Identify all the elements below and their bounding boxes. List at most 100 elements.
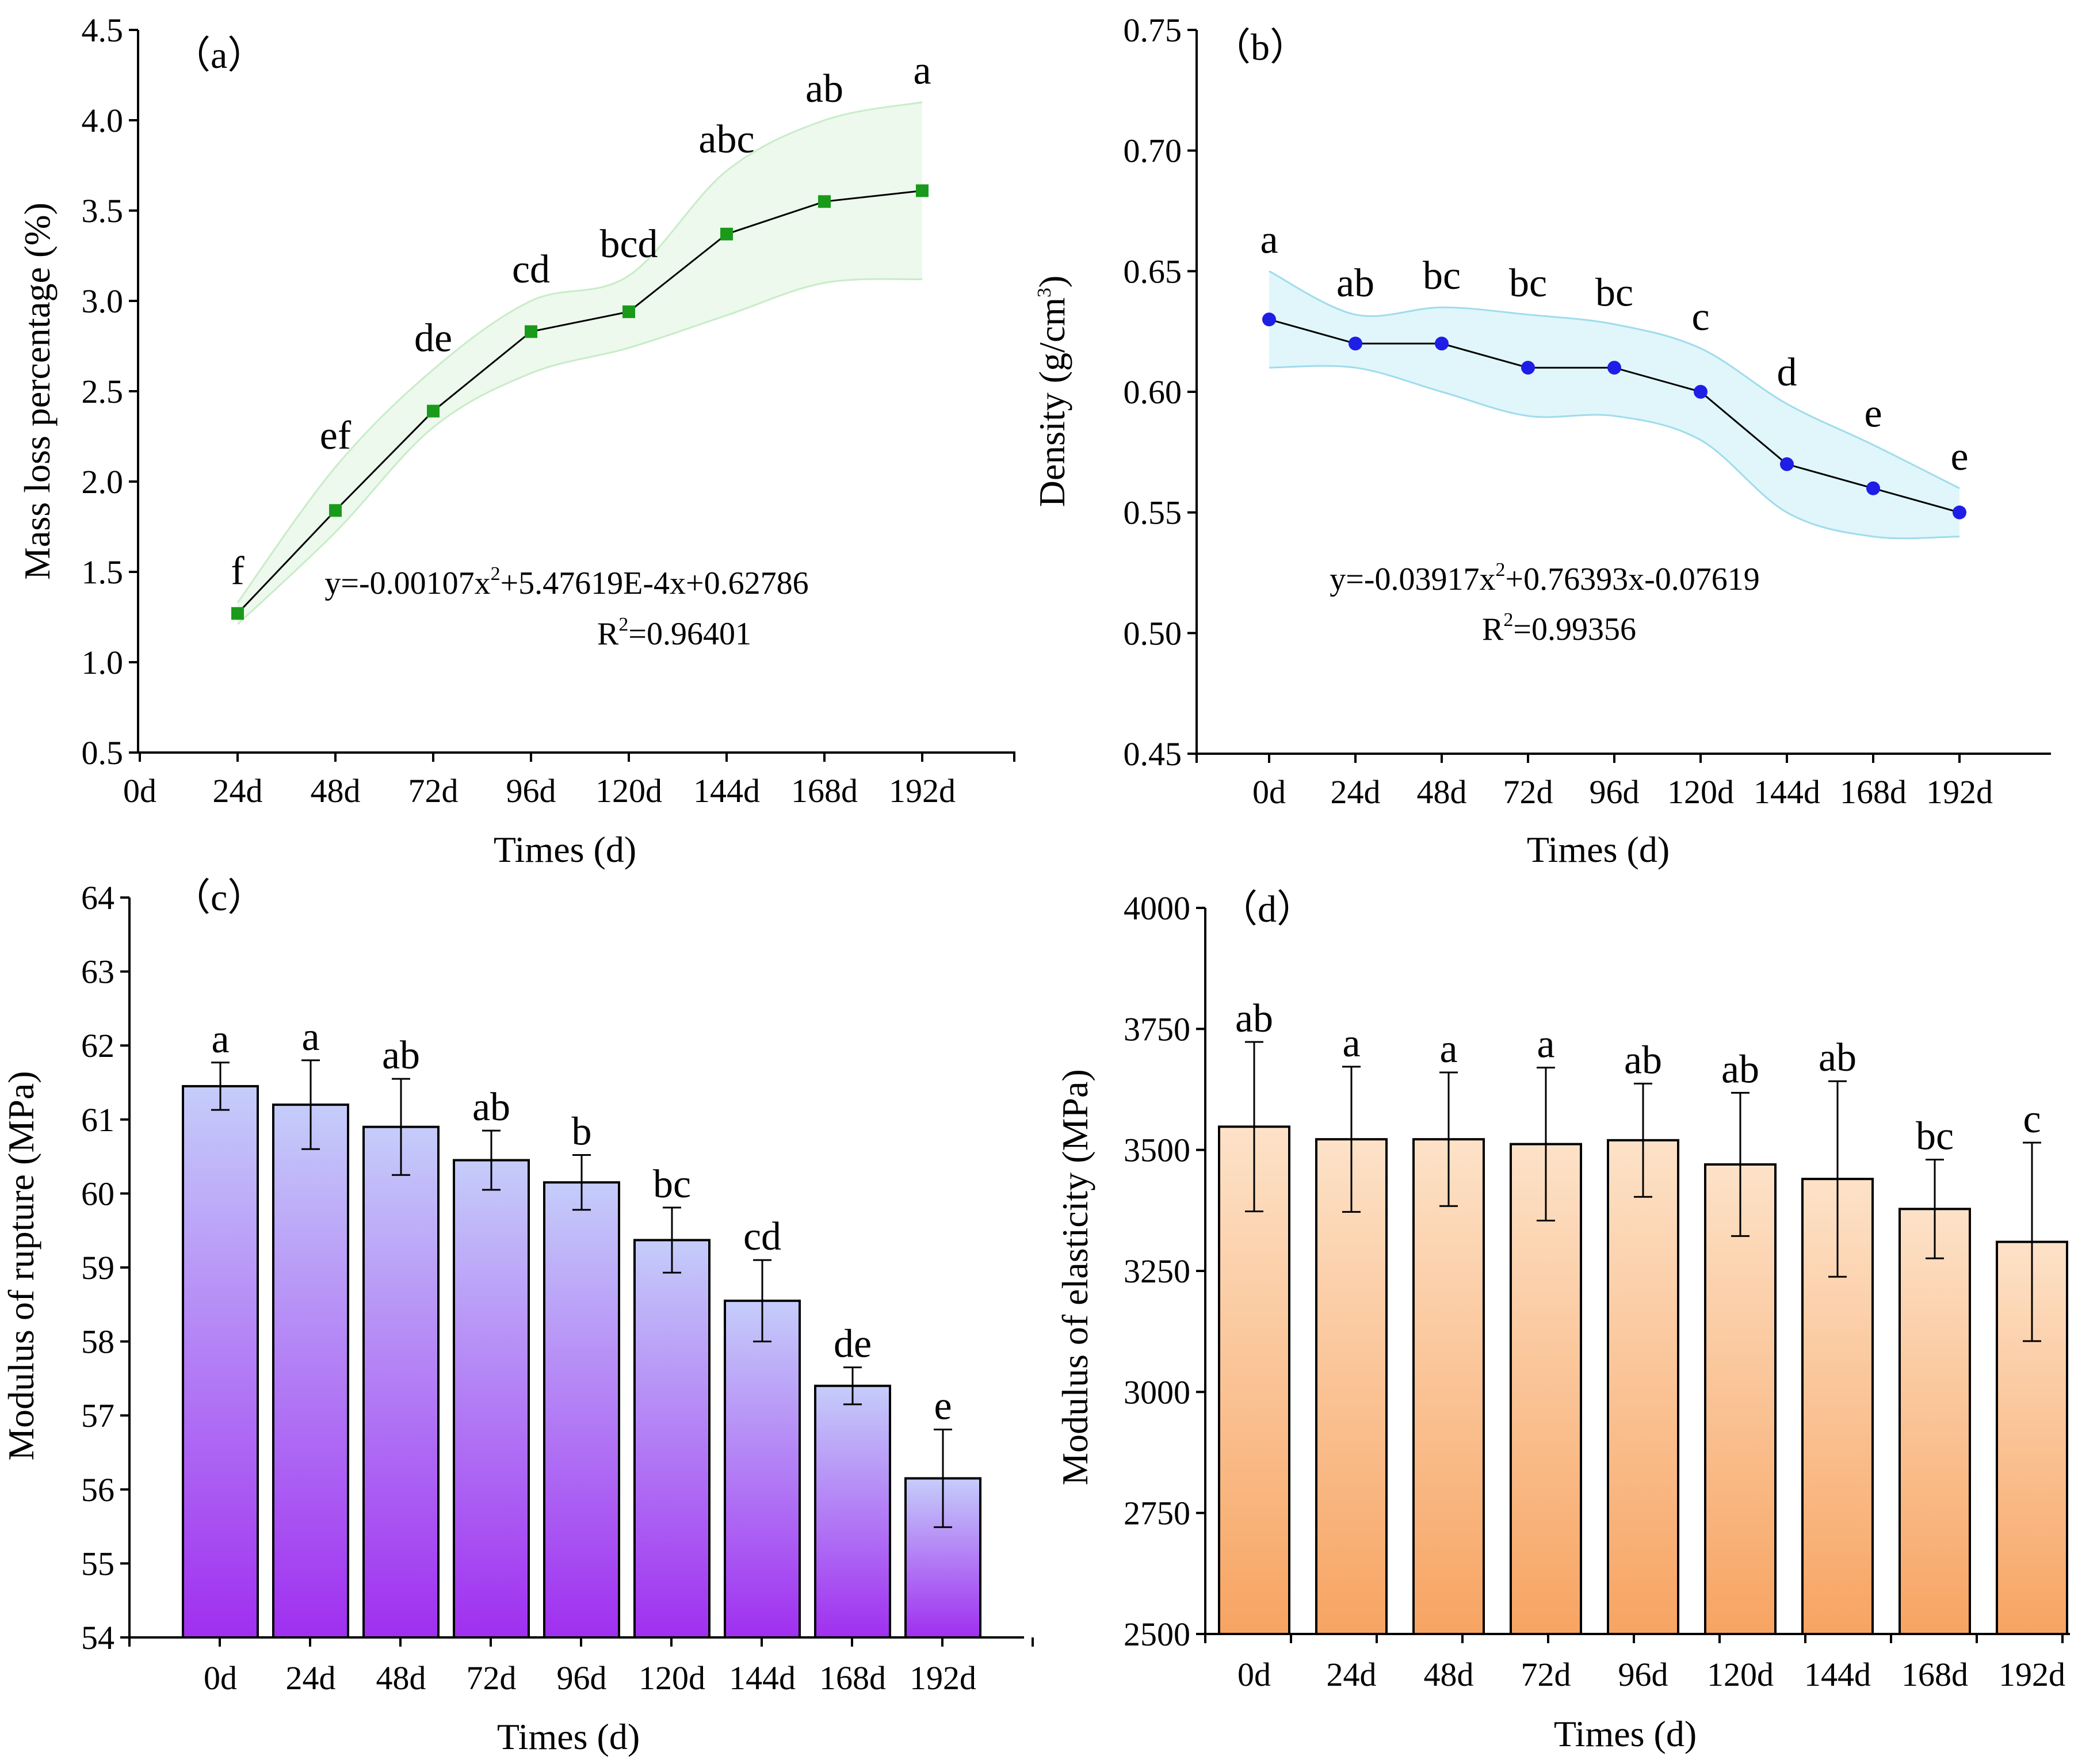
y-axis-title: Modulus of elasticity (MPa): [1055, 1069, 1095, 1485]
significance-letter: ab: [1235, 996, 1273, 1041]
x-tick-label: 120d: [1667, 773, 1734, 811]
significance-letter: a: [301, 1015, 319, 1059]
significance-letter: bc: [1595, 271, 1633, 315]
fit-equation: y=-0.03917x2+0.76393x-0.07619: [1330, 559, 1759, 597]
y-tick-label: 0.45: [1124, 735, 1182, 773]
x-tick-label: 0d: [1252, 773, 1286, 811]
significance-letter: a: [1439, 1027, 1457, 1071]
bar: [543, 1181, 620, 1639]
bar: [633, 1239, 711, 1639]
significance-letter: bcd: [599, 222, 658, 266]
significance-letters: a ab bc bc bc c d e e: [1260, 217, 1968, 479]
significance-letter: ab: [805, 67, 843, 111]
data-point: [818, 195, 831, 208]
y-tick-label: 0.55: [1124, 494, 1182, 532]
bar: [724, 1299, 801, 1639]
x-tick-label: 168d: [791, 772, 858, 810]
bar: [1899, 1208, 1971, 1635]
data-series: [231, 184, 929, 620]
bars: [182, 1085, 981, 1639]
ylabel-part: Density (g/cm: [1032, 297, 1072, 507]
significance-letter: cd: [512, 247, 550, 292]
x-tick-label: 120d: [639, 1659, 705, 1697]
x-axis-title: Times (d): [1527, 829, 1670, 870]
x-tick-label: 192d: [889, 772, 956, 810]
error-bars: [211, 1059, 952, 1528]
bar: [362, 1125, 440, 1639]
x-tick-label: 192d: [910, 1659, 976, 1697]
data-point: [525, 325, 537, 338]
eq-part: y=-0.00107x: [324, 566, 490, 601]
r-squared: R2=0.99356: [1482, 609, 1636, 647]
y-axis-ticks: 2500 2750 3000 3250 3500 3750 4000: [1124, 889, 1205, 1653]
significance-letter: e: [1950, 435, 1968, 479]
data-point: [1694, 385, 1708, 399]
data-point: [427, 404, 440, 418]
y-tick-label: 4.0: [82, 102, 124, 139]
y-tick-label: 0.70: [1124, 132, 1182, 170]
y-axis-title: Modulus of rupture (MPa): [1, 1071, 41, 1460]
y-tick-label: 0.60: [1124, 373, 1182, 411]
x-tick-label: 144d: [729, 1659, 796, 1697]
significance-letters: ab a a a ab ab ab bc c: [1235, 996, 2041, 1158]
x-tick-label: 24d: [1331, 773, 1381, 811]
y-tick-label: 60: [81, 1175, 114, 1212]
significance-letters: f ef de cd bcd abc ab a: [231, 49, 931, 594]
x-axis-title: Times (d): [494, 829, 636, 870]
eq-part: +5.47619E-4x+0.62786: [501, 566, 809, 601]
significance-letter: de: [834, 1322, 872, 1366]
x-tick-label: 168d: [1840, 773, 1907, 811]
confidence-band: [236, 101, 923, 625]
panel-label: （c）: [173, 877, 265, 919]
bar: [814, 1384, 891, 1639]
y-tick-label: 0.50: [1124, 614, 1182, 652]
bar: [1412, 1138, 1485, 1635]
y-tick-label: 57: [81, 1397, 114, 1434]
series-line: [236, 189, 923, 614]
y-tick-label: 64: [81, 879, 114, 917]
x-tick-label: 96d: [557, 1659, 607, 1697]
y-tick-label: 0.75: [1124, 12, 1182, 49]
data-point: [1607, 361, 1621, 375]
data-series: [1262, 312, 1966, 520]
panel-b-density: 0.45 0.50 0.55 0.60 0.65 0.70 0.75 0d 24d 48d 72d…: [1032, 12, 2051, 870]
x-tick-label: 72d: [408, 772, 459, 810]
significance-letter: cd: [743, 1215, 781, 1259]
significance-letter: ab: [1819, 1036, 1857, 1080]
bar: [1315, 1138, 1388, 1635]
x-tick-label: 96d: [1590, 773, 1640, 811]
significance-letter: a: [913, 49, 931, 93]
data-point: [1262, 312, 1276, 327]
band-fill: [238, 102, 922, 625]
x-tick-label: 0d: [123, 772, 156, 810]
panel-a-mass-loss: 0.5 1.0 1.5 2.0 2.5 3.0 3.5 4.0 4.5 0d 24d 48d 72d 9…: [17, 12, 1015, 870]
significance-letter: d: [1777, 350, 1797, 395]
y-tick-label: 4.5: [82, 12, 124, 49]
ylabel-part: ): [1032, 276, 1072, 288]
x-axis-ticks: 0d 24d 48d 72d 96d 120d 144d 168d 192d: [128, 1637, 1034, 1697]
significance-letter: a: [1260, 217, 1278, 262]
significance-letter: ef: [320, 414, 352, 458]
r2-superscript: 2: [618, 614, 628, 635]
y-tick-label: 62: [81, 1027, 114, 1064]
x-tick-label: 96d: [506, 772, 556, 810]
y-tick-label: 63: [81, 953, 114, 991]
bar: [1607, 1139, 1679, 1635]
x-axis-title: Times (d): [497, 1716, 640, 1757]
significance-letter: ab: [382, 1033, 420, 1078]
y-tick-label: 3.0: [82, 282, 124, 320]
x-tick-label: 192d: [1926, 773, 1993, 811]
data-point: [1953, 505, 1966, 520]
x-tick-label: 0d: [204, 1659, 237, 1697]
y-tick-label: 3.5: [82, 192, 124, 230]
data-point: [916, 184, 929, 197]
data-point: [622, 305, 635, 318]
x-tick-label: 168d: [819, 1659, 886, 1697]
x-tick-label: 48d: [1424, 1656, 1474, 1693]
y-tick-label: 59: [81, 1249, 114, 1286]
x-tick-label: 0d: [1237, 1656, 1271, 1693]
y-axis-ticks: 0.5 1.0 1.5 2.0 2.5 3.0 3.5 4.0 4.5: [82, 12, 138, 772]
significance-letter: bc: [1916, 1114, 1954, 1158]
x-axis-ticks: 0d 24d 48d 72d 96d 120d 144d 168d 192d: [123, 753, 1015, 810]
